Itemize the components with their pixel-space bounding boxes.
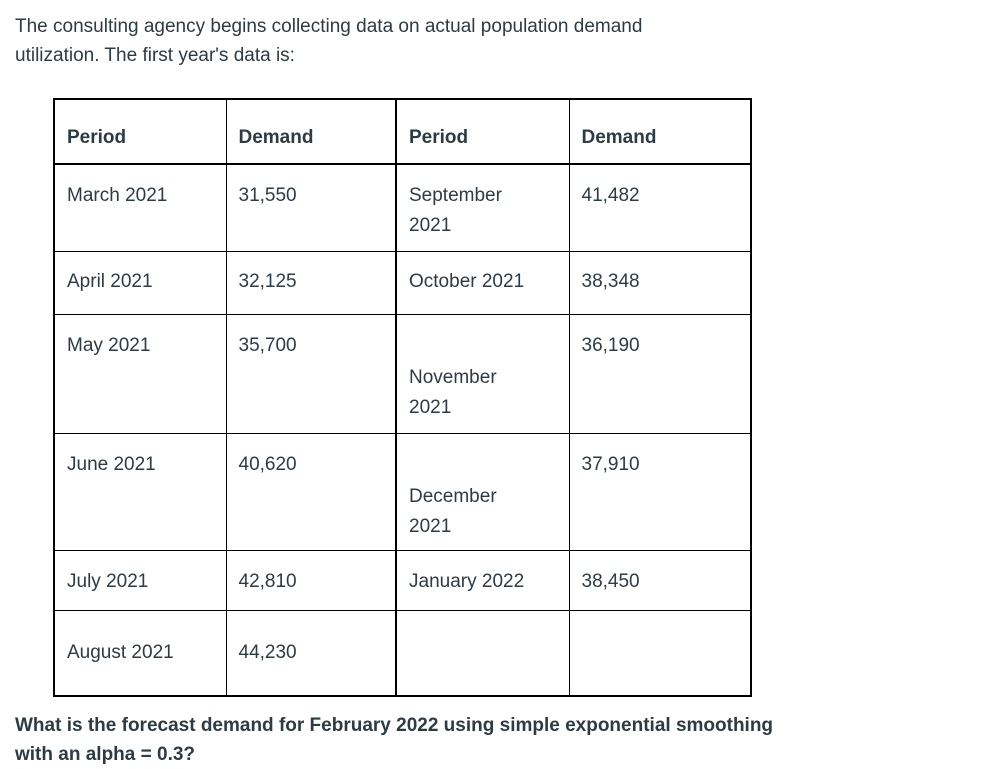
table-row: April 2021 32,125 October 2021 38,348 [53, 250, 752, 315]
column-header-period-left: Period [53, 98, 227, 165]
table-cell-demand: 37,910 [568, 432, 752, 552]
table-row: June 2021 40,620 December 2021 37,910 [53, 432, 752, 552]
table-row: July 2021 42,810 January 2022 38,450 [53, 550, 752, 611]
table-cell-period: March 2021 [53, 163, 227, 252]
table-row: August 2021 44,230 [53, 609, 752, 697]
column-header-period-right: Period [395, 98, 570, 165]
table-cell-period: June 2021 [53, 432, 227, 552]
table-cell-period: October 2021 [395, 250, 570, 315]
table-cell-demand: 35,700 [225, 313, 397, 434]
table-cell-demand: 36,190 [568, 313, 752, 434]
intro-paragraph: The consulting agency begins collecting … [15, 16, 643, 66]
table-cell-period: May 2021 [53, 313, 227, 434]
table-cell-period: April 2021 [53, 250, 227, 315]
table-cell-demand: 42,810 [225, 550, 397, 611]
column-header-demand-right: Demand [568, 98, 752, 165]
table-cell-period-empty [395, 609, 570, 697]
table-cell-demand: 32,125 [225, 250, 397, 315]
table-row: May 2021 35,700 November 2021 36,190 [53, 313, 752, 434]
demand-table: Period Demand Period Demand March 2021 3… [53, 98, 752, 698]
table-cell-period: July 2021 [53, 550, 227, 611]
table-cell-period: December 2021 [395, 432, 570, 552]
column-header-demand-left: Demand [225, 98, 397, 165]
question-paragraph: What is the forecast demand for February… [15, 715, 774, 765]
table-cell-demand: 41,482 [568, 163, 752, 252]
table-cell-demand: 38,348 [568, 250, 752, 315]
table-header-row: Period Demand Period Demand [53, 98, 752, 165]
table-row: March 2021 31,550 September 2021 41,482 [53, 163, 752, 252]
table-cell-period: November 2021 [395, 313, 570, 434]
table-cell-demand: 40,620 [225, 432, 397, 552]
table-cell-demand: 31,550 [225, 163, 397, 252]
table-cell-period: September 2021 [395, 163, 570, 252]
table-cell-period: August 2021 [53, 609, 227, 697]
table-cell-period: January 2022 [395, 550, 570, 611]
table-cell-demand: 38,450 [568, 550, 752, 611]
table-cell-demand: 44,230 [225, 609, 397, 697]
table-cell-demand-empty [568, 609, 752, 697]
